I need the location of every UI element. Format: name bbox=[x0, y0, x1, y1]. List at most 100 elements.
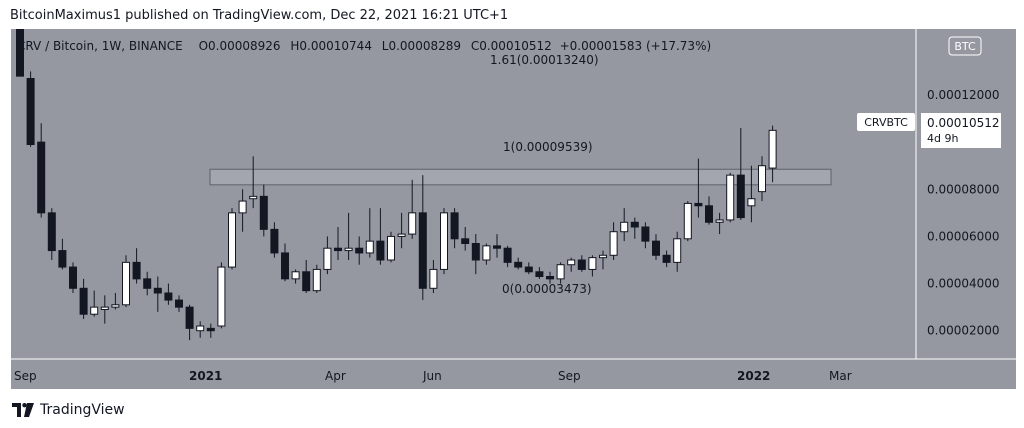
candle-body bbox=[514, 261, 523, 268]
candle bbox=[567, 257, 576, 272]
candle bbox=[164, 283, 173, 305]
candle-body bbox=[26, 78, 35, 145]
x-tick-label: Apr bbox=[325, 369, 346, 383]
candle bbox=[69, 262, 77, 293]
candle bbox=[493, 234, 501, 258]
candle bbox=[556, 262, 565, 284]
candle-body bbox=[122, 261, 130, 306]
candle-body bbox=[588, 257, 597, 270]
candle bbox=[662, 250, 671, 268]
current-price-tag: CRVBTC 0.00010512 4d 9h bbox=[857, 113, 1001, 148]
y-tick-label: 0.00002000 bbox=[927, 324, 1000, 338]
candle-body bbox=[228, 212, 236, 268]
price-tag-value: 0.00010512 bbox=[927, 116, 1000, 130]
candle bbox=[79, 278, 88, 319]
candle-body bbox=[238, 200, 247, 214]
y-tick-label: 0.00006000 bbox=[927, 229, 1000, 243]
candle bbox=[758, 156, 766, 202]
candle-body bbox=[641, 226, 650, 242]
candle-body bbox=[461, 238, 470, 245]
candle-body bbox=[79, 287, 88, 315]
candle bbox=[196, 321, 205, 338]
candle-body bbox=[429, 268, 438, 289]
time-axis-background bbox=[11, 359, 1016, 389]
x-axis-ticks: Sep 2021 Apr Jun Sep 2022 Mar bbox=[14, 369, 852, 383]
candle-body bbox=[355, 247, 364, 254]
candle bbox=[26, 71, 35, 147]
candle bbox=[111, 293, 120, 310]
candle-body bbox=[652, 240, 660, 256]
x-tick-label: Mar bbox=[829, 369, 852, 383]
candle bbox=[588, 255, 597, 277]
candle bbox=[535, 267, 544, 279]
legend-symbol: CRV / Bitcoin, 1W, BINANCE bbox=[17, 39, 183, 53]
legend-high-label: H bbox=[290, 39, 299, 53]
candle bbox=[673, 231, 682, 272]
candle-body bbox=[37, 141, 46, 214]
legend-high-value: 0.00010744 bbox=[299, 39, 372, 53]
candle-body bbox=[47, 212, 56, 252]
candle bbox=[736, 128, 745, 220]
candle-body bbox=[132, 261, 141, 280]
legend-open-label: O bbox=[199, 39, 208, 53]
currency-badge-box bbox=[948, 36, 982, 56]
candle bbox=[132, 248, 141, 284]
candle-body bbox=[323, 247, 332, 270]
candle bbox=[228, 208, 236, 270]
candle-body bbox=[69, 266, 77, 289]
candle bbox=[323, 236, 332, 275]
fib-label-0: 0(0.00003473) bbox=[502, 282, 592, 296]
legend-low-value: 0.00008289 bbox=[388, 39, 461, 53]
candle-body bbox=[715, 219, 724, 223]
candle-body bbox=[376, 240, 385, 261]
legend-change: +0.00001583 (+17.73%) bbox=[560, 39, 712, 53]
candle bbox=[122, 255, 130, 308]
candlestick-chart[interactable]: CRV / Bitcoin, 1W, BINANCE O0.00008926 H… bbox=[11, 29, 1016, 389]
candle-body bbox=[387, 235, 395, 261]
candle-body bbox=[397, 233, 406, 237]
candle bbox=[270, 222, 279, 258]
chart-area[interactable]: CRV / Bitcoin, 1W, BINANCE O0.00008926 H… bbox=[11, 29, 1016, 389]
candle-body bbox=[291, 271, 300, 280]
candle-body bbox=[556, 264, 565, 280]
candle-body bbox=[577, 259, 586, 270]
candle bbox=[705, 196, 713, 225]
candle bbox=[599, 250, 607, 270]
candle bbox=[259, 184, 268, 237]
candle bbox=[482, 243, 491, 265]
candle bbox=[461, 227, 470, 251]
x-tick-label: 2022 bbox=[737, 369, 770, 383]
resistance-zone[interactable] bbox=[209, 168, 832, 186]
candle bbox=[153, 276, 162, 312]
candle-body bbox=[196, 325, 205, 332]
price-tag-symbol-box bbox=[857, 113, 915, 131]
candle bbox=[143, 271, 152, 296]
candle bbox=[641, 222, 650, 249]
currency-badge[interactable]: BTC bbox=[948, 36, 982, 56]
candle bbox=[450, 208, 459, 249]
legend-close-value: 0.00010512 bbox=[479, 39, 552, 53]
candle-body bbox=[100, 306, 109, 310]
candle bbox=[546, 271, 554, 284]
candle-body bbox=[440, 212, 448, 270]
candle bbox=[524, 262, 533, 275]
x-tick-label: Jun bbox=[422, 369, 442, 383]
candle bbox=[408, 179, 417, 239]
candle bbox=[630, 217, 639, 239]
price-tag-countdown: 4d 9h bbox=[927, 132, 958, 145]
candle bbox=[514, 257, 523, 270]
candle bbox=[694, 158, 703, 218]
candle-body bbox=[683, 202, 692, 240]
plot-background bbox=[11, 29, 916, 359]
candle bbox=[503, 245, 512, 268]
candle-body bbox=[418, 212, 427, 289]
tradingview-brand: TradingView bbox=[40, 402, 125, 418]
candle bbox=[185, 304, 194, 341]
candle-body bbox=[58, 250, 67, 268]
candle-body bbox=[217, 266, 226, 327]
candle-body bbox=[609, 231, 618, 256]
x-tick-label: 2021 bbox=[189, 369, 222, 383]
candle bbox=[312, 264, 321, 293]
x-tick-label: Sep bbox=[14, 369, 37, 383]
candle bbox=[249, 156, 258, 209]
